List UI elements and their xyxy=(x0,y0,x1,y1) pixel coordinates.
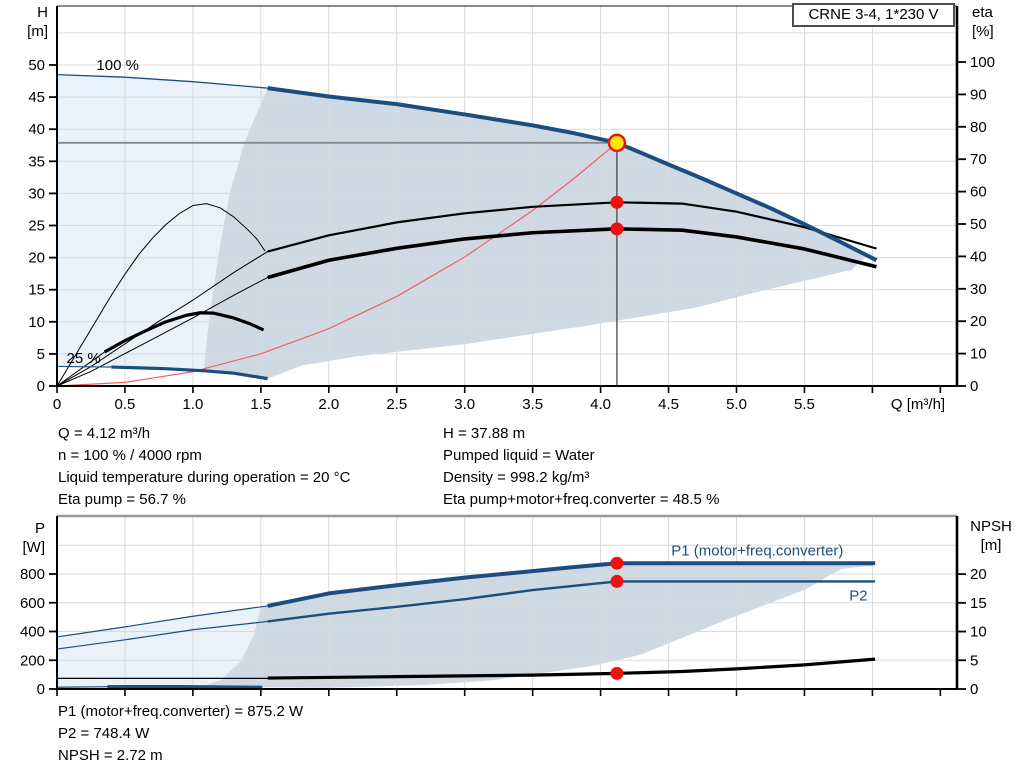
power-info-block: P1 (motor+freq.converter) = 875.2 W P2 =… xyxy=(58,701,303,767)
duty-info-right: H = 37.88 m Pumped liquid = Water Densit… xyxy=(443,423,719,511)
info-line-head: H = 37.88 m xyxy=(443,425,526,442)
speed-25-label: 25 % xyxy=(67,350,101,367)
h-axis-label: H [m] xyxy=(27,4,48,40)
npsh-axis-label: NPSH [m] xyxy=(970,518,1012,554)
svg-text:2.5: 2.5 xyxy=(386,396,407,413)
svg-text:0: 0 xyxy=(53,396,61,413)
svg-text:600: 600 xyxy=(20,595,45,612)
svg-text:20: 20 xyxy=(970,566,987,583)
info-line-eta-total: Eta pump+motor+freq.converter = 48.5 % xyxy=(443,491,720,508)
head-curve-100pct-duty xyxy=(267,86,878,262)
svg-text:4.0: 4.0 xyxy=(590,396,611,413)
svg-text:4.5: 4.5 xyxy=(658,396,679,413)
svg-text:3.0: 3.0 xyxy=(454,396,475,413)
svg-text:10: 10 xyxy=(970,624,987,641)
svg-text:5.0: 5.0 xyxy=(726,396,747,413)
duty-info-left: Q = 4.12 m³/h n = 100 % / 4000 rpm Liqui… xyxy=(58,423,350,511)
svg-text:40: 40 xyxy=(28,121,45,138)
p-curve-25pct-duty xyxy=(107,684,263,689)
head-curve-25pct-duty xyxy=(111,365,268,381)
svg-text:0: 0 xyxy=(37,378,45,395)
eta-total-25pct xyxy=(56,351,105,387)
p2-curve-label: P2 xyxy=(849,588,867,605)
svg-text:2.0: 2.0 xyxy=(318,396,339,413)
info-line-liquid: Pumped liquid = Water xyxy=(443,447,595,464)
p-axis-label: P [W] xyxy=(22,520,46,556)
svg-text:30: 30 xyxy=(970,281,987,298)
svg-text:45: 45 xyxy=(28,89,45,106)
svg-text:1.5: 1.5 xyxy=(250,396,271,413)
svg-text:10: 10 xyxy=(970,346,987,363)
info-line-speed: n = 100 % / 4000 rpm xyxy=(58,447,202,464)
head-curve-25pct xyxy=(56,365,112,368)
p2-curve-100pct xyxy=(56,620,268,650)
svg-text:80: 80 xyxy=(970,119,987,136)
svg-text:15: 15 xyxy=(28,282,45,299)
p-curve-25pct xyxy=(56,686,108,688)
svg-text:0: 0 xyxy=(970,378,978,395)
svg-text:200: 200 xyxy=(20,652,45,669)
svg-text:50: 50 xyxy=(28,57,45,74)
svg-text:35: 35 xyxy=(28,153,45,170)
p1-curve-100pct xyxy=(56,605,268,638)
eta-pump-25pct xyxy=(56,203,266,387)
svg-text:15: 15 xyxy=(970,595,987,612)
svg-text:20: 20 xyxy=(970,313,987,330)
power-envelope-dark xyxy=(199,563,873,688)
svg-text:30: 30 xyxy=(28,185,45,202)
svg-text:400: 400 xyxy=(20,624,45,641)
svg-text:5: 5 xyxy=(37,346,45,363)
svg-text:0: 0 xyxy=(970,681,978,698)
svg-text:5.5: 5.5 xyxy=(794,396,815,413)
info-line-q: Q = 4.12 m³/h xyxy=(58,425,151,442)
eta-pump-duty-marker xyxy=(610,195,624,209)
eta-total-100pct-duty xyxy=(267,227,877,280)
full-speed-envelope xyxy=(57,74,268,371)
svg-text:40: 40 xyxy=(970,248,987,265)
pump-title-box: CRNE 3-4, 1*230 V xyxy=(792,3,955,27)
svg-text:3.5: 3.5 xyxy=(522,396,543,413)
info-line-density: Density = 998.2 kg/m³ xyxy=(443,469,590,486)
npsh-duty-marker xyxy=(610,666,624,680)
speed-100-label: 100 % xyxy=(96,57,139,74)
info-line-p1: P1 (motor+freq.converter) = 875.2 W xyxy=(58,703,304,720)
eta-axis-label: eta [%] xyxy=(972,4,994,40)
svg-text:10: 10 xyxy=(28,314,45,331)
svg-text:1.0: 1.0 xyxy=(182,396,203,413)
info-line-eta-pump: Eta pump = 56.7 % xyxy=(58,491,186,508)
svg-text:0: 0 xyxy=(37,681,45,698)
head-curve-100pct xyxy=(56,73,268,89)
svg-text:90: 90 xyxy=(970,86,987,103)
svg-text:25: 25 xyxy=(28,218,45,235)
eta-pump-100pct-duty xyxy=(267,201,877,253)
eta-total-100pct xyxy=(56,277,268,387)
p2-curve-100pct-duty xyxy=(267,580,876,623)
eta-total-duty-marker xyxy=(610,222,624,236)
p1-curve-100pct-duty xyxy=(267,561,876,608)
duty-point-marker xyxy=(607,133,627,153)
p1-curve-label: P1 (motor+freq.converter) xyxy=(671,542,843,559)
pump-title: CRNE 3-4, 1*230 V xyxy=(808,6,939,23)
svg-text:800: 800 xyxy=(20,566,45,583)
svg-text:0.5: 0.5 xyxy=(115,396,136,413)
p1-duty-marker xyxy=(610,556,624,570)
system-curve xyxy=(56,142,618,387)
npsh-curve-100pct-duty xyxy=(267,657,876,680)
q-axis-label: Q [m³/h] xyxy=(890,396,946,413)
svg-text:100: 100 xyxy=(970,54,995,71)
svg-text:70: 70 xyxy=(970,151,987,168)
svg-text:5: 5 xyxy=(970,652,978,669)
svg-text:60: 60 xyxy=(970,184,987,201)
svg-text:20: 20 xyxy=(28,250,45,267)
info-line-temperature: Liquid temperature during operation = 20… xyxy=(58,469,351,486)
info-line-npsh: NPSH = 2.72 m xyxy=(58,747,163,764)
svg-text:50: 50 xyxy=(970,216,987,233)
eta-total-25pct-duty xyxy=(103,311,265,354)
p2-duty-marker xyxy=(610,574,624,588)
info-line-p2: P2 = 748.4 W xyxy=(58,725,150,742)
